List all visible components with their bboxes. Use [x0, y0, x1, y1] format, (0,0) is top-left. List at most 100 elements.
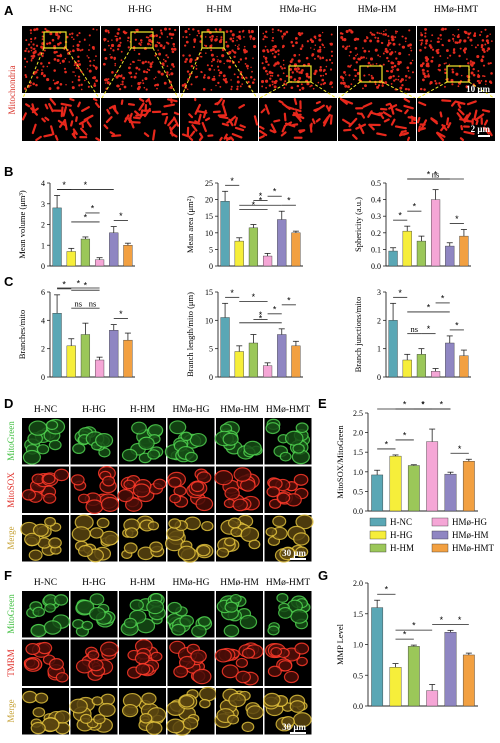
- mito-dot: [298, 71, 301, 74]
- mito-dot: [465, 85, 469, 89]
- mito-fragment: [376, 132, 387, 137]
- mito-dot: [48, 41, 52, 45]
- mito-fragment: [35, 135, 42, 142]
- mito-dot: [462, 49, 466, 52]
- mito-dot: [236, 85, 239, 88]
- cell-mark: [69, 698, 88, 714]
- panel-f-row-label-tmrm: TMRM: [6, 649, 16, 677]
- cell-mark: [265, 527, 278, 537]
- mito-fragment: [383, 118, 390, 123]
- mito-dot: [241, 30, 244, 33]
- bar: [459, 235, 469, 267]
- y-tick-label: 0.5: [353, 487, 363, 496]
- mito-dot: [65, 84, 67, 86]
- cell-mark: [89, 527, 104, 539]
- mito-dot: [213, 75, 216, 78]
- mito-dot: [456, 35, 460, 39]
- mito-dot: [93, 59, 95, 62]
- mito-dot: [314, 57, 316, 60]
- mito-dot: [289, 68, 293, 71]
- mito-dot: [31, 57, 34, 60]
- mito-dot: [188, 73, 192, 76]
- cell-mark: [147, 521, 160, 531]
- mito-dot: [43, 49, 46, 52]
- cell-mark: [22, 449, 41, 465]
- mito-dot: [88, 69, 92, 73]
- mito-dot: [142, 70, 146, 74]
- mito-dot: [156, 41, 159, 44]
- mito-dot: [348, 74, 351, 77]
- mito-dot: [349, 50, 352, 54]
- mito-fragment: [474, 113, 485, 121]
- cell-mark: [267, 665, 282, 678]
- mito-dot: [419, 87, 423, 91]
- mito-dot: [369, 57, 374, 61]
- bar: [52, 313, 62, 378]
- bar: [462, 654, 475, 707]
- mito-dot: [72, 71, 74, 73]
- cell-mark: [25, 642, 41, 656]
- mito-fragment: [402, 131, 409, 136]
- bar: [444, 632, 457, 707]
- cell-mark: [276, 492, 291, 504]
- mito-dot: [309, 85, 311, 88]
- significance-label: *: [403, 400, 407, 410]
- bar: [80, 238, 91, 267]
- mito-dot: [122, 76, 126, 80]
- mito-dot: [422, 72, 426, 76]
- mito-dot: [237, 47, 240, 51]
- mito-dot: [266, 50, 270, 53]
- cell-mark: [243, 440, 262, 456]
- mito-dot: [477, 44, 479, 47]
- mito-dot: [456, 41, 459, 45]
- mito-dot: [331, 54, 334, 57]
- y-tick-label: 15: [205, 288, 213, 297]
- panel-a-group-label: HMø-HG: [280, 5, 317, 15]
- significance-label: *: [62, 279, 66, 289]
- mito-dot: [478, 81, 482, 85]
- mito-dot: [145, 36, 148, 39]
- mito-dot: [367, 61, 371, 65]
- mito-dot: [171, 33, 175, 36]
- mito-dot: [310, 84, 313, 87]
- mito-dot: [103, 37, 107, 41]
- mito-dot: [277, 49, 280, 52]
- mito-dot: [486, 34, 489, 38]
- mito-dot: [221, 54, 225, 58]
- mito-dot: [210, 39, 213, 42]
- mito-fragment: [68, 108, 75, 117]
- mito-dot: [451, 83, 454, 86]
- mito-dot: [168, 87, 170, 89]
- mito-dot: [339, 75, 343, 79]
- mito-dot: [25, 75, 28, 79]
- significance-label: *: [119, 309, 123, 319]
- mito-dot: [469, 38, 473, 42]
- cell-mark: [99, 641, 119, 657]
- mito-dot: [80, 88, 83, 91]
- mito-dot: [225, 41, 228, 44]
- mito-dot: [41, 54, 44, 58]
- y-tick-label: 0.3: [371, 212, 381, 221]
- mito-dot: [346, 45, 349, 48]
- cell-mark: [178, 655, 196, 670]
- mito-fragment: [195, 110, 208, 114]
- mito-fragment: [164, 115, 169, 125]
- mito-dot: [407, 88, 411, 91]
- mito-dot: [407, 70, 410, 72]
- mito-fragment: [25, 103, 31, 108]
- mito-dot: [33, 28, 37, 32]
- mito-dot: [289, 60, 293, 64]
- mito-dot: [116, 32, 120, 35]
- group-label: H-HG: [82, 578, 106, 588]
- mito-dot: [158, 36, 162, 39]
- mito-fragment: [416, 116, 421, 124]
- mito-dot: [282, 72, 285, 75]
- mito-dot: [489, 33, 491, 35]
- mito-dot: [147, 61, 150, 64]
- bar: [220, 201, 230, 267]
- mito-dot: [279, 65, 282, 68]
- mito-dot: [78, 84, 81, 87]
- mito-dot: [350, 29, 352, 31]
- mito-dot: [423, 88, 426, 91]
- chart-e: 0.0 0.5 1.0 1.5 2.0 2.5 MitoSOX/MitoGreen * * * * *…: [335, 400, 478, 516]
